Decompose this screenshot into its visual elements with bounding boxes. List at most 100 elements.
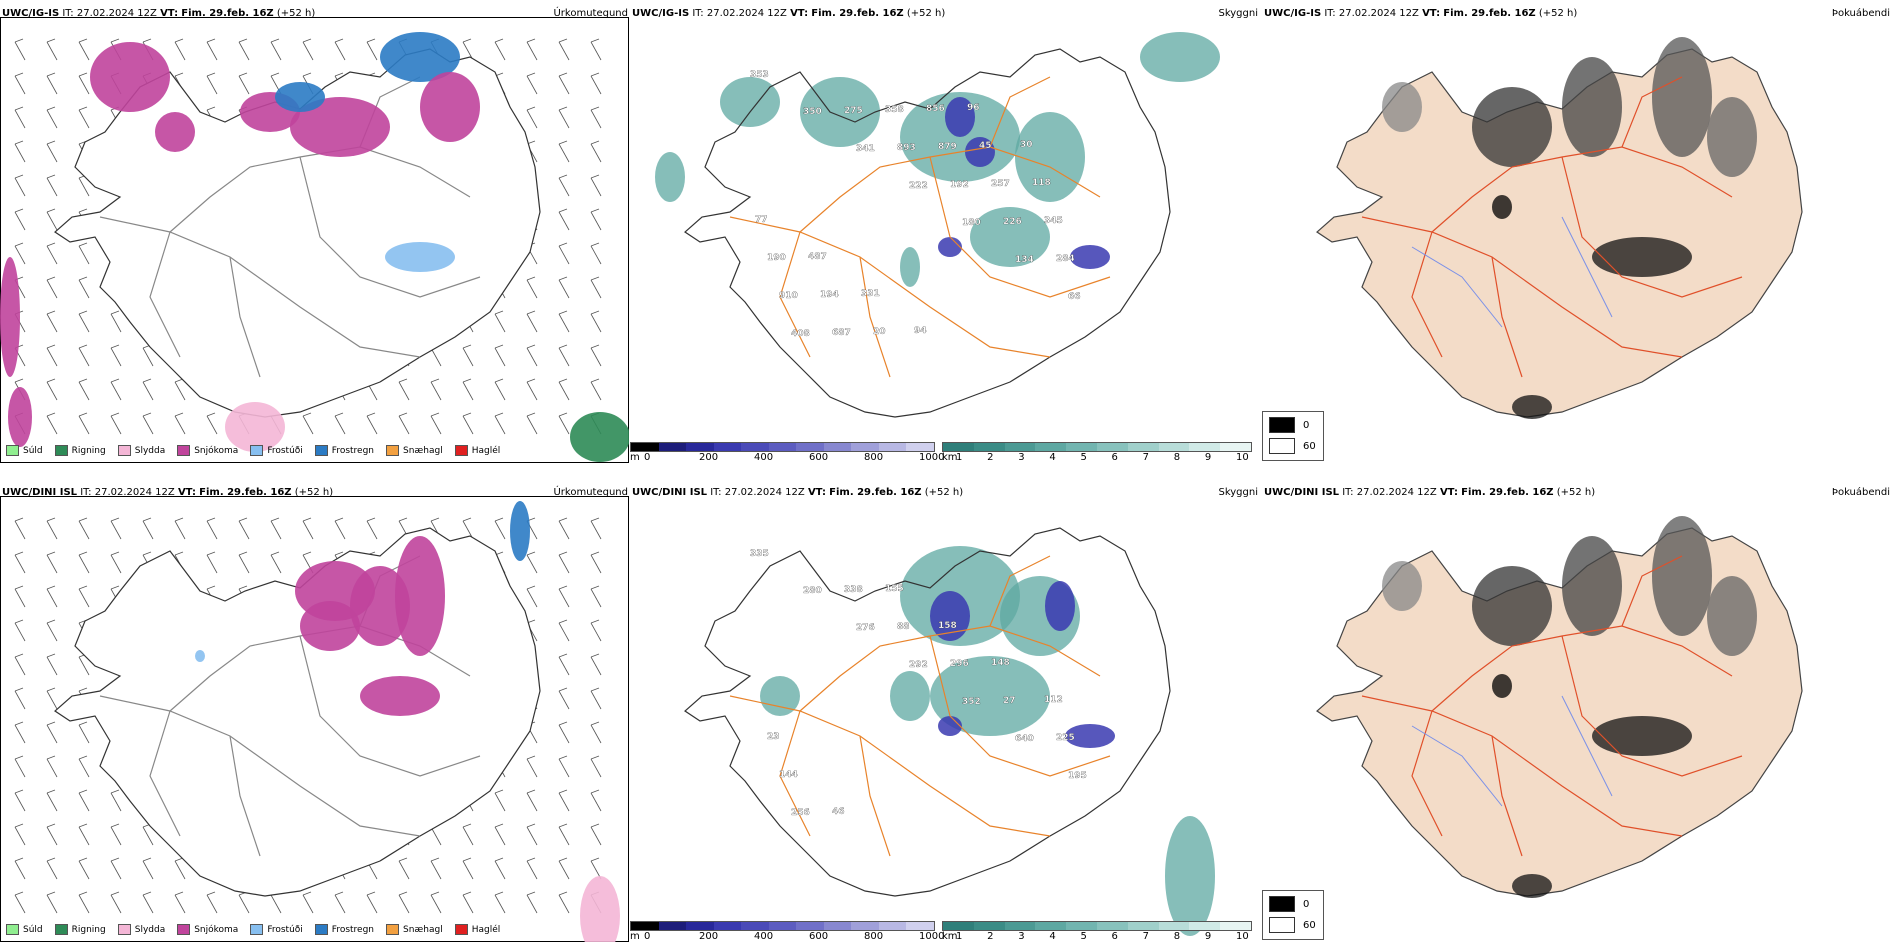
precip-area: [350, 566, 410, 646]
precip-area: [195, 650, 205, 662]
visibility-map: 335 280 276 292 352 640 195 256 338 88 296 27 225 144…: [684, 527, 1215, 936]
road-line: [1561, 156, 1743, 298]
fog-area: [1512, 395, 1552, 419]
colorbar-tick: 5: [1080, 452, 1087, 463]
fog-area: [1472, 87, 1552, 167]
legend-swatch: [454, 445, 468, 456]
colorbar-tick: 3: [1018, 452, 1025, 463]
colorbar-tick: 6: [1111, 931, 1118, 942]
visibility-label: 88: [897, 622, 910, 632]
legend-label: Snjókoma: [194, 445, 239, 456]
precip-area: [570, 412, 629, 462]
map-frame: [0, 496, 629, 942]
legend-item: Frostúði: [250, 924, 303, 935]
model-name: UWC/IG-IS: [2, 8, 60, 19]
fog-area: [1707, 576, 1757, 656]
legend-swatch: [250, 924, 264, 935]
precip-area: [275, 82, 325, 112]
road-line: [929, 156, 1111, 298]
legend-label: Súld: [23, 445, 43, 456]
fog-legend-item: 60: [1269, 917, 1317, 933]
colorbar-ticks: km 1 2 3 4 5 6 7 8 9 10: [942, 931, 1252, 943]
colorbar-tick: 0: [644, 931, 651, 942]
visibility-label: 222: [909, 181, 928, 191]
visibility-label: 358: [885, 105, 904, 115]
colorbar-ticks: m 0 200 400 600 800 1000: [630, 931, 944, 943]
colorbar-tick: 200: [699, 931, 719, 942]
fog-area: [1562, 57, 1622, 157]
river-line: [1411, 216, 1613, 328]
colorbar-tick: 2: [987, 931, 994, 942]
low-visibility-area: [930, 591, 970, 641]
fog-legend-item: 60: [1269, 438, 1317, 454]
visibility-label: 45: [979, 141, 992, 151]
colorbar-unit: m: [630, 452, 640, 463]
precip-map: [0, 32, 629, 462]
colorbar-tick: 4: [1049, 931, 1056, 942]
legend-item: Súld: [6, 445, 43, 456]
visibility-label: 148: [991, 658, 1010, 668]
legend-label: Súld: [23, 924, 43, 935]
precip-area: [420, 72, 480, 142]
fog-area: [1472, 566, 1552, 646]
fog-area: [1707, 97, 1757, 177]
coastline: [684, 48, 1171, 418]
colorbar-tick: 6: [1111, 452, 1118, 463]
visibility-label: 296: [950, 659, 969, 669]
road-line: [229, 256, 261, 378]
colorbar-tick: 7: [1142, 452, 1150, 463]
low-visibility-area: [1045, 581, 1075, 631]
fog-map: [1316, 37, 1803, 419]
colorbar-strip: [630, 921, 935, 931]
precip-map: [14, 501, 620, 942]
legend-item: Snjókoma: [177, 445, 238, 456]
legend-item: Frostregn: [314, 445, 374, 456]
legend-item: Haglél: [454, 924, 501, 935]
fog-area: [1492, 674, 1512, 698]
legend-item: Snæhagl: [386, 924, 443, 935]
visibility-label: 46: [832, 807, 845, 817]
legend-swatch: [54, 924, 68, 935]
fog-area: [1592, 237, 1692, 277]
colorbar-tick: 8: [1173, 452, 1181, 463]
visibility-label: 350: [803, 107, 822, 117]
colorbar-tick: 1000: [919, 931, 945, 942]
fog-legend-swatch: [1269, 896, 1295, 912]
colorbar-tick: 200: [699, 452, 719, 463]
field-title: Skyggni: [1218, 487, 1258, 498]
visibility-label: 687: [832, 328, 851, 338]
visibility-colorbar-km: km 1 2 3 4 5 6 7 8 9 10: [942, 921, 1252, 943]
legend-swatch: [454, 924, 468, 935]
legend-label: Slydda: [134, 445, 166, 456]
visibility-label: 66: [1068, 292, 1081, 302]
field-title: Úrkomutegund: [553, 487, 628, 498]
colorbar-tick: 400: [754, 452, 774, 463]
precip-legend: Súld Rigning Slydda Snjókoma Frostúði Frostre…: [6, 924, 500, 935]
visibility-label: 331: [861, 289, 880, 299]
legend-swatch: [117, 924, 131, 935]
visibility-label: 190: [767, 253, 786, 263]
road-line: [1361, 216, 1683, 358]
legend-label: Rigning: [71, 445, 106, 456]
visibility-label: 879: [938, 142, 957, 152]
precip-area: [155, 112, 195, 152]
legend-swatch: [386, 445, 400, 456]
colorbar-tick: 9: [1204, 452, 1212, 463]
legend-label: Haglél: [471, 924, 501, 935]
road-line: [729, 695, 1051, 837]
coastline: [684, 527, 1171, 897]
visibility-area: [970, 207, 1050, 267]
visibility-label: 194: [820, 290, 839, 300]
legend-swatch: [177, 445, 191, 456]
colorbar-tick: 2: [987, 452, 994, 463]
visibility-colorbar-km: km 1 2 3 4 5 6 7 8 9 10: [942, 442, 1252, 463]
visibility-label: 292: [909, 660, 928, 670]
fog-legend-bottom: 0 60: [1262, 890, 1324, 940]
legend-label: Slydda: [134, 924, 166, 935]
legend-item: Snjókoma: [177, 924, 238, 935]
colorbar-tick: 400: [754, 931, 774, 942]
legend-swatch: [177, 924, 191, 935]
visibility-label: 23: [767, 732, 780, 742]
road-line: [1621, 555, 1683, 627]
legend-swatch: [117, 445, 131, 456]
